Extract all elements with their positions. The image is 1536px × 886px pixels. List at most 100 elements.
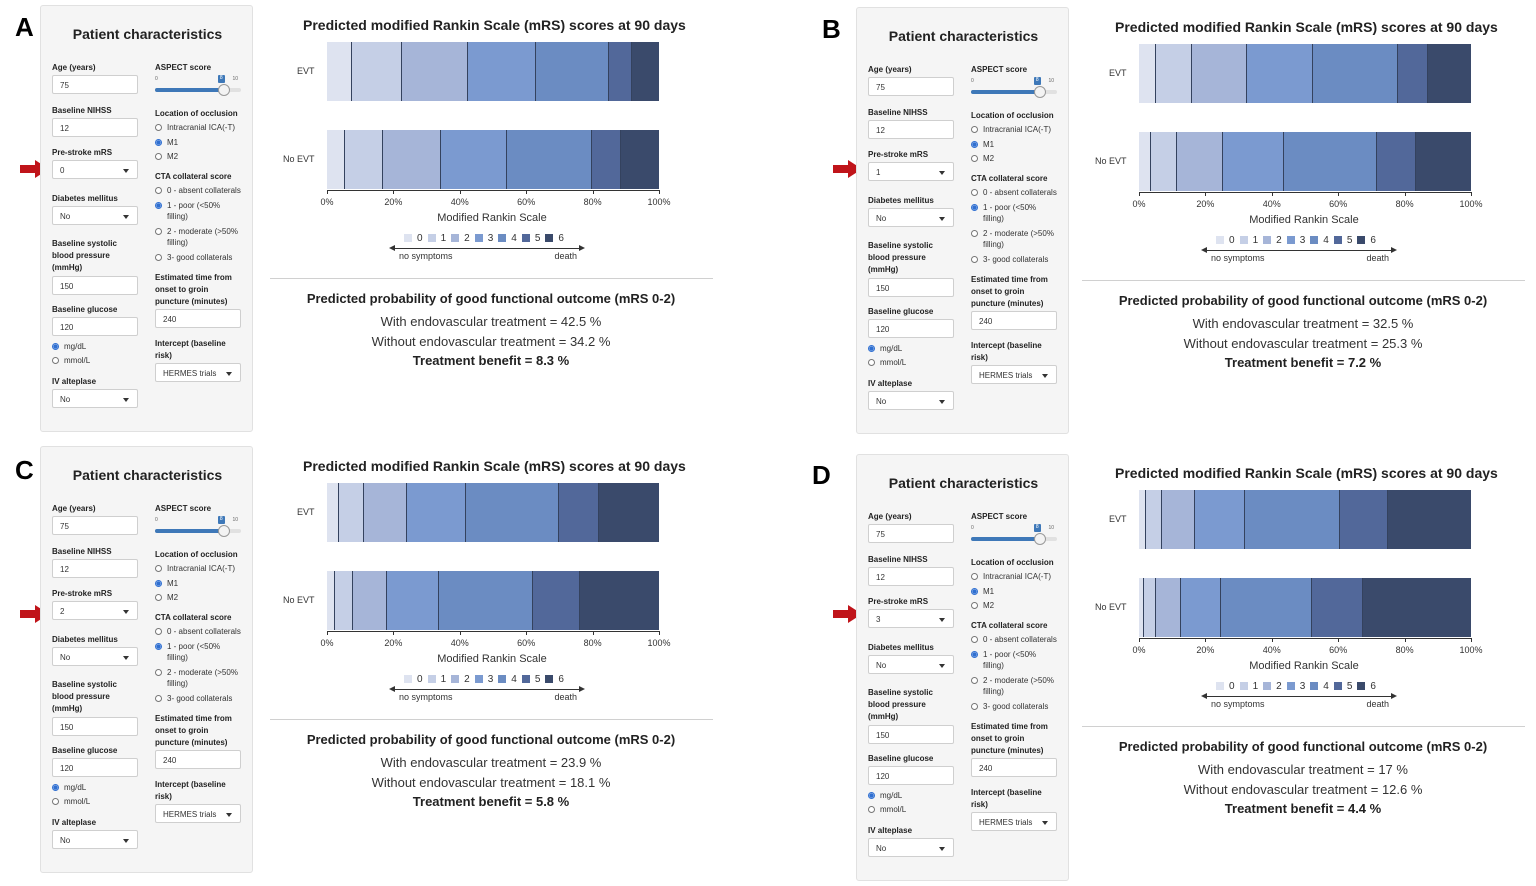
slider-handle[interactable] <box>217 525 230 537</box>
bar-segment-mrs-6 <box>599 483 659 542</box>
occlusion-ica-radio[interactable]: Intracranial ICA(-T) <box>155 122 255 133</box>
cta-0-radio[interactable]: 0 - absent collaterals <box>155 185 255 196</box>
cta-3-radio[interactable]: 3- good collaterals <box>155 693 255 704</box>
cta-2-radio[interactable]: 2 - moderate (>50% <box>155 226 255 237</box>
age-input[interactable]: 75 <box>868 524 954 543</box>
time-input[interactable]: 240 <box>971 758 1057 777</box>
occlusion-m2-radio[interactable]: M2 <box>971 153 1071 164</box>
diabetes-select[interactable]: No <box>52 647 138 666</box>
legend-item-mrs-4: 4 <box>1310 681 1329 692</box>
prestroke-select[interactable]: 0 <box>52 160 138 179</box>
slider-fill <box>155 88 224 92</box>
nihss-input[interactable]: 12 <box>52 559 138 578</box>
prestroke-select[interactable]: 2 <box>52 601 138 620</box>
cta-1-radio[interactable]: 1 - poor (<50% <box>971 649 1071 660</box>
occlusion-m1-radio[interactable]: M1 <box>971 586 1071 597</box>
occlusion-m1-radio[interactable]: M1 <box>155 578 255 589</box>
x-axis-tick <box>1471 638 1472 642</box>
panel-title: Patient characteristics <box>888 28 1039 44</box>
nihss-input[interactable]: 12 <box>52 118 138 137</box>
slider-handle[interactable] <box>1033 533 1046 545</box>
stacked-bar-no-evt <box>1139 132 1471 191</box>
age-input[interactable]: 75 <box>52 75 138 94</box>
aspect-slider[interactable]: 0 10 8 <box>971 77 1057 102</box>
sbp-input[interactable]: 150 <box>52 717 138 736</box>
alteplase-select[interactable]: No <box>52 830 138 849</box>
x-axis-tick <box>659 631 660 635</box>
sbp-label-2: blood pressure <box>868 253 926 262</box>
nihss-input[interactable]: 12 <box>868 120 954 139</box>
time-input[interactable]: 240 <box>155 309 241 328</box>
cta-2-radio[interactable]: 2 - moderate (>50% <box>155 667 255 678</box>
intercept-select[interactable]: HERMES trials <box>155 363 241 382</box>
cta-0-radio[interactable]: 0 - absent collaterals <box>155 626 255 637</box>
diabetes-select[interactable]: No <box>868 208 954 227</box>
glucose-input[interactable]: 120 <box>52 317 138 336</box>
slider-value: 8 <box>1033 524 1041 532</box>
cta-1-radio-label: 1 - poor (<50% <box>983 203 1037 212</box>
aspect-slider[interactable]: 0 10 8 <box>971 524 1057 549</box>
age-input[interactable]: 75 <box>52 516 138 535</box>
unit-mmol-radio[interactable]: mmol/L <box>868 357 968 368</box>
alteplase-select[interactable]: No <box>868 391 954 410</box>
diabetes-select[interactable]: No <box>52 206 138 225</box>
intercept-select[interactable]: HERMES trials <box>971 365 1057 384</box>
cta-1-radio[interactable]: 1 - poor (<50% <box>155 200 255 211</box>
intercept-select[interactable]: HERMES trials <box>971 812 1057 831</box>
cta-1-radio[interactable]: 1 - poor (<50% <box>155 641 255 652</box>
unit-mgdl-radio[interactable]: mg/dL <box>52 782 152 793</box>
glucose-input[interactable]: 120 <box>52 758 138 777</box>
occlusion-m2-radio[interactable]: M2 <box>155 592 255 603</box>
occlusion-m1-radio[interactable]: M1 <box>971 139 1071 150</box>
radio-unchecked-icon <box>971 256 978 263</box>
occlusion-m1-radio[interactable]: M1 <box>155 137 255 148</box>
bar-segment-mrs-0 <box>327 42 352 101</box>
occlusion-ica-radio[interactable]: Intracranial ICA(-T) <box>971 571 1071 582</box>
alteplase-select[interactable]: No <box>52 389 138 408</box>
occlusion-ica-radio[interactable]: Intracranial ICA(-T) <box>155 563 255 574</box>
glucose-input[interactable]: 120 <box>868 319 954 338</box>
cta-0-radio[interactable]: 0 - absent collaterals <box>971 187 1071 198</box>
unit-mmol-radio[interactable]: mmol/L <box>868 804 968 815</box>
age-input[interactable]: 75 <box>868 77 954 96</box>
intercept-select[interactable]: HERMES trials <box>155 804 241 823</box>
unit-mgdl-radio[interactable]: mg/dL <box>52 341 152 352</box>
cta-3-radio[interactable]: 3- good collaterals <box>971 254 1071 265</box>
slider-handle[interactable] <box>1033 86 1046 98</box>
cta-3-radio[interactable]: 3- good collaterals <box>971 701 1071 712</box>
time-input[interactable]: 240 <box>155 750 241 769</box>
cta-1-radio[interactable]: 1 - poor (<50% <box>971 202 1071 213</box>
mrs-legend: 0 1 2 3 4 5 6 <box>1216 678 1381 692</box>
cta-2-radio[interactable]: 2 - moderate (>50% <box>971 228 1071 239</box>
occlusion-ica-radio[interactable]: Intracranial ICA(-T) <box>971 124 1071 135</box>
occlusion-m2-radio[interactable]: M2 <box>971 600 1071 611</box>
unit-mmol-radio[interactable]: mmol/L <box>52 796 152 807</box>
result-without-evt: Without endovascular treatment = 12.6 % <box>1183 782 1423 797</box>
cta-3-radio[interactable]: 3- good collaterals <box>155 252 255 263</box>
sbp-input[interactable]: 150 <box>868 278 954 297</box>
legend-label: 0 <box>417 674 423 686</box>
cta-3-radio-label: 3- good collaterals <box>167 253 233 262</box>
alteplase-select[interactable]: No <box>868 838 954 857</box>
prestroke-select[interactable]: 1 <box>868 162 954 181</box>
unit-mmol-radio[interactable]: mmol/L <box>52 355 152 366</box>
cta-0-radio[interactable]: 0 - absent collaterals <box>971 634 1071 645</box>
bar-segment-mrs-4 <box>536 42 610 101</box>
unit-mgdl-radio[interactable]: mg/dL <box>868 790 968 801</box>
cta-2-radio[interactable]: 2 - moderate (>50% <box>971 675 1071 686</box>
bar-row-label: EVT <box>297 507 315 517</box>
severity-scale-arrow: no symptoms death <box>1201 247 1397 263</box>
unit-mgdl-radio[interactable]: mg/dL <box>868 343 968 354</box>
aspect-slider[interactable]: 0 10 8 <box>155 516 241 541</box>
sbp-input[interactable]: 150 <box>52 276 138 295</box>
time-input[interactable]: 240 <box>971 311 1057 330</box>
slider-handle[interactable] <box>217 84 230 96</box>
aspect-slider[interactable]: 0 10 8 <box>155 75 241 100</box>
glucose-input[interactable]: 120 <box>868 766 954 785</box>
prestroke-select[interactable]: 3 <box>868 609 954 628</box>
diabetes-select[interactable]: No <box>868 655 954 674</box>
unit-mgdl-radio-label: mg/dL <box>880 791 903 800</box>
nihss-input[interactable]: 12 <box>868 567 954 586</box>
sbp-input[interactable]: 150 <box>868 725 954 744</box>
occlusion-m2-radio[interactable]: M2 <box>155 151 255 162</box>
